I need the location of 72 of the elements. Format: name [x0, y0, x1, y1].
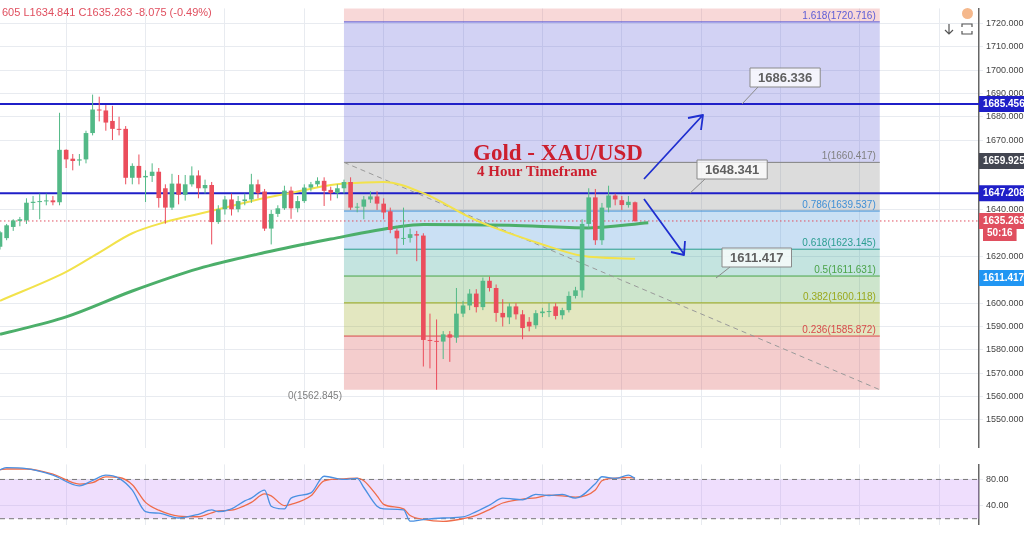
candlestick — [37, 193, 42, 220]
band-label: 0.618(1623.145) — [802, 236, 876, 248]
candlestick — [467, 288, 472, 311]
candlestick — [520, 309, 525, 340]
text: 50:16 — [987, 226, 1014, 238]
ref-line-label: 1635.263 — [983, 214, 1024, 226]
annotation: 1648.341 — [705, 161, 760, 177]
candlestick — [229, 193, 234, 217]
y-tick-label: 1690.000 — [986, 87, 1024, 98]
candlestick — [434, 318, 439, 391]
y-tick-label: 1620.000 — [986, 251, 1024, 262]
candlestick — [454, 287, 459, 344]
candlestick — [381, 197, 386, 220]
candlestick — [249, 173, 254, 204]
candlestick — [374, 190, 380, 211]
y-tick-label: 1710.000 — [986, 41, 1024, 52]
candlestick — [447, 330, 453, 363]
annotation: 1686.336 — [758, 69, 813, 85]
band-label: 0.382(1600.118) — [803, 290, 876, 302]
y-tick-label: 1720.000 — [986, 18, 1024, 29]
annotation: 605 L1634.841 C1635.263 -8.075 (-0.49%) — [2, 6, 212, 19]
candlestick — [301, 183, 307, 204]
candlestick — [110, 105, 115, 141]
y-tick-label: 1550.000 — [986, 414, 1024, 425]
ref-line-label: 1685.456 — [983, 97, 1024, 109]
candlestick — [24, 197, 29, 225]
candlestick — [361, 195, 367, 220]
y-tick-label: 1670.000 — [986, 134, 1024, 145]
y-tick-label: 1700.000 — [986, 64, 1024, 75]
annotation: 1611.417 — [730, 249, 784, 265]
candlestick — [196, 169, 201, 199]
candlestick — [90, 94, 95, 136]
candlestick — [215, 204, 221, 225]
candlestick — [182, 174, 188, 202]
y-tick-label: 40.00 — [986, 500, 1009, 511]
candlestick — [500, 298, 506, 327]
candlestick — [96, 96, 102, 122]
text: 1611.417 — [983, 271, 1024, 283]
candlestick — [533, 309, 539, 330]
band-label: 0.786(1639.537) — [802, 198, 876, 210]
candlestick — [606, 185, 611, 213]
y-tick-label: 1570.000 — [986, 367, 1024, 378]
y-tick-label: 1680.000 — [986, 111, 1024, 122]
candlestick — [473, 288, 479, 313]
band-label: 0.5(1611.631) — [814, 263, 876, 275]
candlestick — [176, 174, 181, 205]
text: 4 Hour Timeframe — [477, 163, 598, 179]
text: 1659.925 — [983, 154, 1024, 166]
y-tick-label: 1600.000 — [986, 297, 1024, 308]
candlestick — [407, 228, 413, 244]
band-label: 0.236(1585.872) — [802, 323, 876, 335]
text: Gold - XAU/USD — [473, 140, 643, 165]
band-label: 1(1660.417) — [821, 150, 876, 162]
candlestick — [268, 209, 274, 245]
candlestick — [308, 181, 314, 192]
line-series — [0, 180, 637, 302]
y-tick-label: 1640.000 — [986, 204, 1024, 215]
candlestick — [440, 330, 446, 360]
candlestick — [414, 230, 420, 262]
y-tick-label: 1580.000 — [986, 344, 1024, 355]
y-tick-label: 1590.000 — [986, 320, 1024, 331]
ref-line-label: 1647.208 — [983, 186, 1024, 198]
band-label: 1.618(1720.716) — [802, 9, 876, 21]
candlestick — [401, 207, 406, 246]
y-tick-label: 80.00 — [986, 473, 1009, 484]
y-tick-label: 1560.000 — [986, 390, 1024, 401]
candlestick — [129, 162, 135, 185]
candlestick — [282, 185, 287, 211]
annotation: 0(1562.845) — [288, 389, 342, 401]
line-series — [0, 221, 650, 336]
candlestick — [103, 104, 109, 132]
candlestick — [507, 302, 512, 325]
